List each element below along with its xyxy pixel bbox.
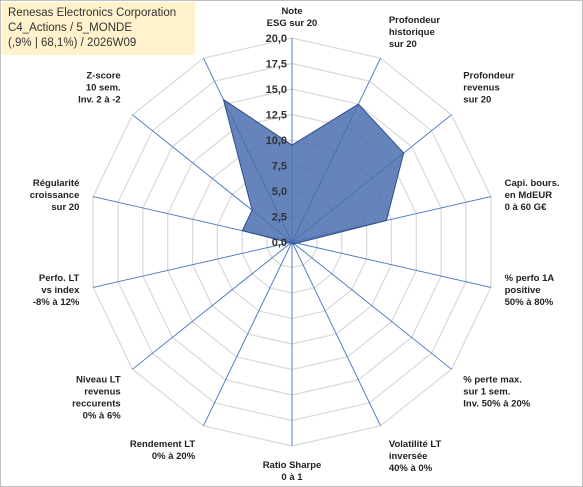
axis-label-line: Capi. bours.: [505, 178, 560, 189]
axis-label: Ratio Sharpe 0 à 1: [263, 460, 322, 483]
axis-label: Z-score 10 sem. Inv. 2 à -2: [78, 71, 121, 106]
axis-label-line: Inv. 2 à -2: [78, 95, 121, 106]
axis-label-line: reccurents: [72, 399, 121, 410]
axis-label-line: 0% à 20%: [152, 451, 196, 462]
axis-label: Capi. bours. en MdEUR 0 à 60 G€: [505, 178, 560, 213]
axis-label-line: Niveau LT: [76, 375, 121, 386]
radar-spoke: [93, 241, 293, 288]
chart-title-line-2: C4_Actions / 5_MONDE: [8, 22, 132, 34]
axis-label-line: sur 20: [51, 202, 79, 213]
axis-label-line: 0 à 1: [281, 472, 303, 483]
radar-spoke: [291, 241, 452, 370]
axis-label-line: positive: [505, 285, 541, 296]
axis-label-line: revenus: [463, 83, 499, 94]
tick-label: 20,0: [266, 33, 287, 45]
tick-label: 12,5: [266, 110, 287, 122]
radar-tick-labels: 0,0 2,5 5,0 7,5 10,0 12,5 15,0 17,5 20,0: [266, 33, 287, 249]
chart-title-line-3: (,9% | 68,1%) / 2026W09: [8, 37, 137, 49]
axis-label-line: Z-score: [86, 71, 120, 82]
axis-label-line: vs index: [41, 285, 80, 296]
axis-label-line: % perte max.: [463, 375, 522, 386]
radar-spoke: [203, 241, 293, 426]
axis-label: Profondeur revenus sur 20: [463, 71, 514, 106]
axis-label: Volatilité LT inversée 40% à 0%: [389, 439, 442, 474]
tick-label: 17,5: [266, 59, 287, 71]
axis-label: % perte max. sur 1 sem. Inv. 50% à 20%: [463, 375, 530, 410]
tick-label: 7,5: [272, 161, 287, 173]
axis-label-line: Note: [281, 6, 302, 17]
axis-label-line: % perfo 1A: [505, 273, 555, 284]
axis-label-line: Profondeur: [389, 15, 440, 26]
radar-spoke: [291, 241, 491, 288]
axis-label-line: Ratio Sharpe: [263, 460, 322, 471]
axis-label-line: Volatilité LT: [389, 439, 442, 450]
axis-label-line: Perfo. LT: [39, 273, 80, 284]
axis-label: Régularité croissance sur 20: [30, 178, 80, 213]
axis-label: Note ESG sur 20: [267, 6, 318, 29]
tick-label: 10,0: [266, 135, 287, 147]
axis-label-line: revenus: [84, 387, 120, 398]
axis-label-line: sur 1 sem.: [463, 387, 510, 398]
tick-label: 0,0: [272, 237, 287, 249]
axis-label: Rendement LT 0% à 20%: [130, 439, 196, 462]
axis-label-line: 10 sem.: [86, 83, 121, 94]
axis-label-line: historique: [389, 27, 435, 38]
chart-title-line-1: Renesas Electronics Corporation: [8, 7, 177, 19]
axis-label: % perfo 1A positive 50% à 80%: [505, 273, 555, 308]
axis-label-line: inversée: [389, 451, 428, 462]
axis-label-line: croissance: [30, 190, 80, 201]
axis-label-line: 0% à 6%: [83, 411, 122, 422]
radar-series: [222, 98, 405, 245]
axis-label-line: Rendement LT: [130, 439, 195, 450]
axis-label-line: Régularité: [33, 178, 79, 189]
radar-spoke: [291, 241, 381, 426]
axis-label-line: Inv. 50% à 20%: [463, 399, 530, 410]
tick-label: 2,5: [272, 212, 287, 224]
axis-label: Profondeur historique sur 20: [389, 15, 440, 50]
chart-title-box: Renesas Electronics Corporation C4_Actio…: [2, 2, 195, 55]
tick-label: 15,0: [266, 84, 287, 96]
axis-label-line: ESG sur 20: [267, 18, 318, 29]
axis-label: Perfo. LT vs index -8% à 12%: [33, 273, 80, 308]
axis-label-line: 40% à 0%: [389, 463, 433, 474]
axis-label-line: sur 20: [389, 39, 417, 50]
radar-series-area: [222, 98, 405, 245]
axis-label-line: en MdEUR: [505, 190, 553, 201]
axis-label-line: -8% à 12%: [33, 297, 80, 308]
radar-spoke: [132, 241, 293, 370]
tick-label: 5,0: [272, 186, 287, 198]
axis-label-line: Profondeur: [463, 71, 514, 82]
axis-label: Niveau LT revenus reccurents 0% à 6%: [72, 375, 121, 422]
axis-label-line: 0 à 60 G€: [505, 202, 547, 213]
axis-label-line: sur 20: [463, 95, 491, 106]
axis-label-line: 50% à 80%: [505, 297, 554, 308]
